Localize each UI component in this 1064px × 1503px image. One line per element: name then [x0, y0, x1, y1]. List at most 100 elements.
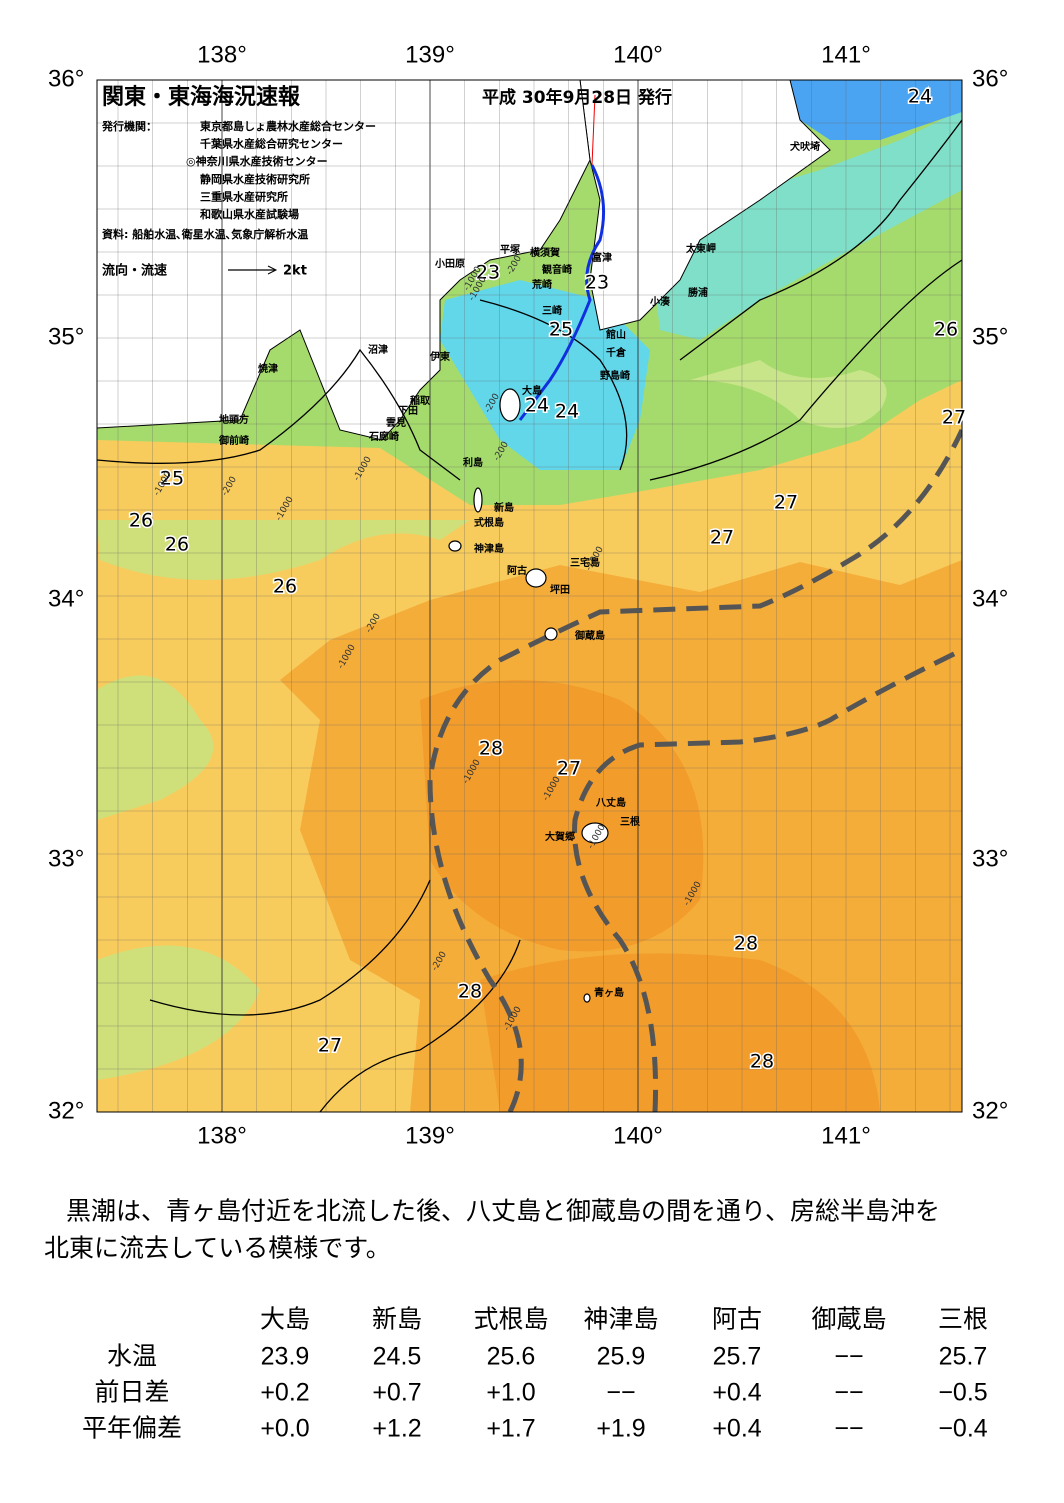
- isotherms: [97, 119, 962, 1112]
- table-header: 大島: [260, 1306, 310, 1334]
- table-cell: +0.7: [372, 1379, 421, 1407]
- table-cell: 23.9: [261, 1343, 310, 1371]
- table-cell: 25.7: [939, 1343, 988, 1371]
- lat-label: 36°: [48, 65, 84, 92]
- table-cell: −−: [834, 1343, 863, 1371]
- table-cell: 25.9: [597, 1343, 646, 1371]
- place-name: 下田: [398, 405, 418, 417]
- islands: [448, 388, 609, 1003]
- isotherm-label: 24: [908, 86, 932, 108]
- isotherm-label: 25: [549, 319, 573, 341]
- place-name: 横須賀: [530, 246, 560, 259]
- isotherm-label: 27: [710, 527, 734, 549]
- header: 関東・東海海況速報 平成 30年9月28日 発行 発行機関： 資料: 船舶水温､…: [101, 84, 672, 279]
- place-name: 神津島: [474, 542, 504, 555]
- isotherm-label: 27: [942, 407, 966, 429]
- publisher: 東京都島しょ農林水産総合センター: [200, 119, 376, 133]
- table-cell: −0.5: [938, 1379, 987, 1407]
- table-cell: +0.2: [260, 1379, 309, 1407]
- place-name: 犬吠埼: [790, 140, 820, 153]
- place-name: 小湊: [649, 295, 671, 308]
- publisher: ◎神奈川県水産技術センター: [186, 154, 328, 168]
- lat-label: 32°: [48, 1097, 84, 1124]
- row-label: 平年偏差: [82, 1415, 182, 1443]
- place-name: 焼津: [258, 362, 278, 375]
- place-name: 富津: [592, 251, 612, 264]
- table-header: 神津島: [583, 1306, 658, 1334]
- place-name: 石廊崎: [368, 430, 399, 443]
- isotherm-label: 27: [774, 492, 798, 514]
- place-name: 三根: [620, 815, 640, 828]
- graticule: [97, 80, 962, 1112]
- table-cell: +1.9: [596, 1415, 645, 1443]
- table-cell: −−: [834, 1415, 863, 1443]
- publisher: 三重県水産研究所: [200, 189, 288, 203]
- table-cell: +0.4: [712, 1415, 761, 1443]
- isotherm-label: 28: [479, 738, 503, 760]
- isotherm-label: 28: [734, 933, 758, 955]
- date: 平成 30年9月28日 発行: [482, 87, 672, 108]
- publisher: 静岡県水産技術研究所: [200, 172, 310, 186]
- place-name: 観音崎: [542, 263, 572, 276]
- isotherm-label: 23: [585, 272, 609, 294]
- title: 関東・東海海況速報: [102, 84, 301, 110]
- lat-label: 35°: [972, 323, 1008, 350]
- publisher: 和歌山県水産試験場: [200, 207, 299, 221]
- place-name: 稲取: [410, 394, 431, 407]
- source: 資料: 船舶水温､衛星水温､気象庁解析水温: [102, 227, 308, 241]
- map-frame: [96, 79, 963, 1113]
- isotherm-label: 24: [555, 401, 579, 423]
- lat-label: 33°: [972, 845, 1008, 872]
- map: [97, 80, 962, 1112]
- table-cell: 25.7: [713, 1343, 762, 1371]
- place-name: 地頭方: [219, 413, 249, 426]
- isotherm-label: 24: [525, 395, 549, 417]
- lat-label: 35°: [48, 323, 84, 350]
- isotherm-label: 26: [934, 319, 958, 341]
- publisher: 千葉県水産総合研究センター: [200, 137, 343, 151]
- sea-yellow-green: [97, 520, 470, 1080]
- table-cell: +0.0: [260, 1415, 309, 1443]
- lat-label: 32°: [972, 1097, 1008, 1124]
- lon-label: 141°: [821, 1122, 871, 1149]
- place-name: 野島崎: [600, 369, 630, 382]
- place-name: 伊東: [429, 350, 450, 363]
- place-name: 小田原: [434, 257, 465, 270]
- isotherm-label: 23: [476, 262, 500, 284]
- place-name: 新島: [494, 501, 514, 514]
- isotherm-label: 27: [318, 1035, 342, 1057]
- table-cell: −−: [606, 1379, 635, 1407]
- place-name: 館山: [605, 328, 626, 341]
- lon-label: 141°: [821, 41, 871, 68]
- table-cell: 25.6: [487, 1343, 536, 1371]
- place-name: 坪田: [550, 583, 570, 596]
- place-name: 千倉: [606, 346, 627, 359]
- lat-label: 34°: [972, 585, 1008, 612]
- place-name: 三宅島: [570, 556, 600, 569]
- row-label: 水温: [107, 1343, 157, 1371]
- summary-line: 黒潮は、青ヶ島付近を北流した後、八丈島と御蔵島の間を通り、房総半島沖を: [66, 1198, 940, 1226]
- isotherm-label: 26: [129, 510, 153, 532]
- lat-label: 33°: [48, 845, 84, 872]
- isotherm-label: 28: [750, 1051, 774, 1073]
- lat-label: 36°: [972, 65, 1008, 92]
- isotherm-label: 28: [458, 981, 482, 1003]
- place-name: 御蔵島: [574, 629, 605, 642]
- table-header: 三根: [938, 1306, 988, 1334]
- isotherm-label: 25: [160, 468, 184, 490]
- lat-label: 34°: [48, 585, 84, 612]
- legend-label: 流向・流速: [102, 263, 167, 279]
- current-vectors: [591, 80, 601, 166]
- table-cell: +1.0: [486, 1379, 535, 1407]
- lon-label: 139°: [405, 1122, 455, 1149]
- kuroshio-axis: [427, 428, 962, 1112]
- place-name: 式根島: [474, 516, 504, 529]
- lon-label: 140°: [613, 41, 663, 68]
- isotherm-label: 26: [273, 576, 297, 598]
- place-name: 沼津: [368, 343, 388, 356]
- table-cell: +1.2: [372, 1415, 421, 1443]
- place-name: 太東岬: [685, 242, 716, 255]
- place-name: 大賀郷: [545, 830, 575, 843]
- place-name: 御前崎: [218, 434, 249, 447]
